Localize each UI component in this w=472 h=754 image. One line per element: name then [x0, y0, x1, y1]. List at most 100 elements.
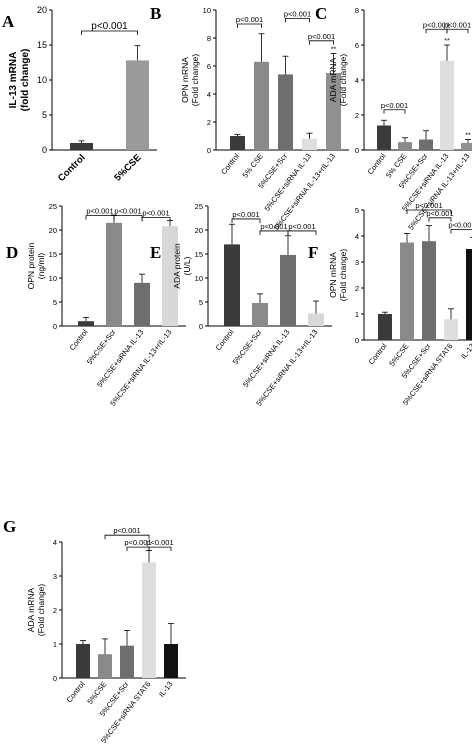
p-value-label: p<0.001	[448, 221, 472, 230]
significance-bracket	[287, 230, 317, 235]
bar	[78, 321, 94, 326]
y-axis-label: OPN mRNA(Fold change)	[180, 54, 200, 107]
y-tick-label: 1	[53, 640, 57, 649]
y-tick-label: 0	[42, 145, 47, 155]
panel-letter: B	[150, 4, 161, 23]
bar	[142, 562, 156, 678]
y-tick-label: 2	[355, 111, 359, 120]
y-tick-label: 0	[207, 146, 211, 155]
panel-letter: G	[3, 517, 16, 536]
panel-b: B 0 2 4 6 8 10 OPN mRNA(Fold change) Control 5% C…	[150, 4, 349, 232]
bar	[440, 60, 454, 150]
significance-bracket	[104, 534, 150, 540]
y-tick-label: 5	[53, 298, 57, 307]
p-value-label: p<0.001	[142, 209, 169, 218]
significance-bracket	[285, 18, 310, 23]
y-tick-label: 3	[53, 572, 57, 581]
p-value-label: p<0.001	[146, 538, 173, 547]
y-axis-label: ADA mRNA(Fold change)	[328, 54, 348, 107]
panel-letter: D	[6, 243, 18, 262]
significance-bracket	[450, 229, 472, 234]
p-value-label: p<0.001	[114, 207, 141, 216]
bar	[308, 313, 324, 326]
y-axis-label: OPN mRNA(Fold change)	[328, 249, 348, 302]
significance-bracket	[231, 218, 261, 223]
significance-bracket	[113, 215, 143, 220]
p-value-label: p<0.001	[308, 32, 335, 41]
bar	[106, 222, 122, 326]
significance-bracket	[126, 546, 150, 552]
significance-bracket	[428, 217, 452, 222]
y-tick-label: 0	[355, 336, 359, 345]
p-value-label: p<0.001	[426, 209, 453, 218]
p-value-label: p<0.001	[260, 222, 287, 231]
significance-bracket	[81, 30, 138, 35]
significance-bracket	[259, 230, 289, 235]
significance-bracket	[406, 209, 452, 214]
y-tick-label: 0	[199, 322, 203, 331]
y-tick-label: 20	[49, 226, 57, 235]
y-axis-label: ADA protein(U/L)	[172, 243, 192, 289]
y-tick-label: 2	[53, 606, 57, 615]
y-tick-label: 1	[355, 310, 359, 319]
y-tick-label: 5	[355, 206, 359, 215]
bar	[70, 143, 93, 150]
p-value-label: p<0.001	[415, 201, 442, 210]
bar	[461, 143, 472, 150]
bar	[126, 60, 149, 150]
x-tick-label: Control	[367, 341, 389, 366]
bar	[466, 249, 472, 340]
x-tick-label: Control	[219, 151, 241, 176]
bar	[164, 644, 178, 678]
y-tick-label: 0	[355, 146, 359, 155]
y-tick-label: 10	[203, 6, 211, 15]
x-tick-label: 5% CSE	[241, 152, 266, 180]
y-tick-label: 10	[195, 274, 203, 283]
x-tick-label: Control	[68, 327, 90, 352]
bar	[400, 242, 414, 340]
x-tick-label: Control	[56, 152, 88, 184]
bar	[326, 73, 341, 150]
y-tick-label: 20	[195, 226, 203, 235]
y-tick-label: 0	[53, 674, 57, 683]
p-value-label: p<0.001	[236, 15, 263, 24]
significance-bracket	[85, 215, 115, 220]
p-value-label: p<0.001	[91, 21, 128, 32]
bar	[444, 319, 458, 340]
bar	[280, 254, 296, 326]
p-value-label: p<0.001	[86, 207, 113, 216]
y-tick-label: 6	[355, 41, 359, 50]
y-axis-label: ADA mRNA(Fold change)	[26, 584, 46, 637]
bar	[378, 314, 392, 340]
y-tick-label: 2	[207, 118, 211, 127]
bar	[302, 138, 317, 150]
significance-bracket	[446, 28, 469, 34]
y-axis-label: OPN protein(ng/ml)	[26, 242, 46, 289]
y-tick-label: 15	[37, 40, 47, 50]
bar	[398, 142, 412, 150]
bar	[224, 244, 240, 326]
p-value-label: p<0.001	[232, 210, 259, 219]
x-tick-label: IL-13	[459, 342, 472, 361]
y-tick-label: 5	[199, 298, 203, 307]
x-tick-label: 5%CSE	[112, 152, 143, 183]
y-tick-label: 8	[207, 34, 211, 43]
y-tick-label: 4	[355, 76, 359, 85]
y-tick-label: 10	[37, 75, 47, 85]
significance-bracket	[141, 217, 171, 222]
significance-bracket	[237, 23, 262, 28]
bar	[162, 226, 178, 326]
p-value-label: p<0.001	[124, 538, 151, 547]
p-value-label: p<0.001	[444, 20, 471, 29]
panel-a: A 0 5 10 15 20 IL-13 mRNA(fold change) Control 5…	[2, 5, 157, 184]
panel-letter: E	[150, 243, 161, 262]
significance-star: **	[465, 133, 471, 140]
significance-bracket	[425, 28, 448, 34]
y-tick-label: 10	[49, 274, 57, 283]
significance-star: **	[331, 46, 337, 53]
panel-letter: C	[315, 4, 327, 23]
p-value-label: p<0.001	[284, 9, 311, 18]
